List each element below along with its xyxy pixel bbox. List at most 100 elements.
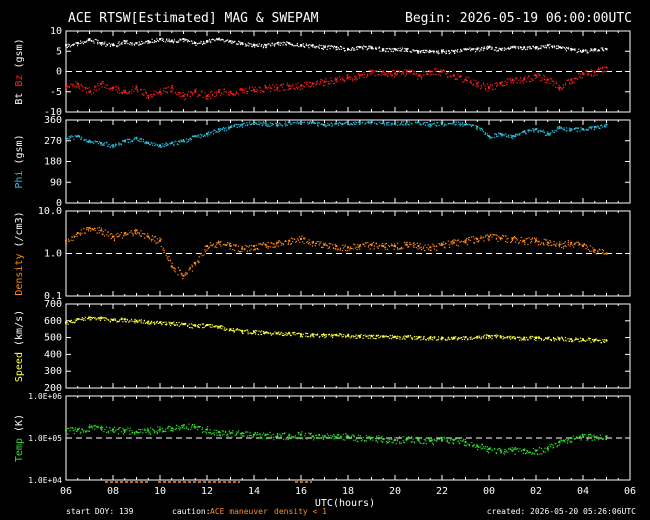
data-point-speed [347,334,349,337]
data-scatter-density [278,239,280,242]
data-scatter-speed [488,337,490,339]
data-scatter-speed [201,323,203,325]
data-scatter-density [378,244,381,246]
data-scatter-speed [552,336,555,339]
data-scatter-bt [424,49,427,51]
data-scatter-density [538,240,540,243]
data-scatter-density [301,235,303,237]
data-scatter-phi [405,123,407,125]
data-scatter-temp [162,431,164,433]
data-scatter-bz [67,85,69,88]
data-scatter-bt [228,41,230,43]
data-scatter-bz [477,86,479,88]
data-scatter-temp [586,438,589,440]
data-scatter-temp [312,439,315,441]
data-scatter-bt [539,47,541,50]
data-scatter-temp [287,436,289,438]
data-scatter-bt [261,44,263,46]
data-scatter-bt [65,44,67,46]
data-scatter-speed [203,326,205,329]
data-point-bt [441,50,443,53]
data-scatter-phi [220,128,222,130]
data-scatter-temp [396,440,398,442]
data-scatter-bz [394,76,396,78]
data-scatter-bz [431,70,434,72]
data-scatter-temp [82,431,85,433]
data-scatter-temp [519,448,521,450]
data-scatter-speed [500,337,502,339]
data-scatter-phi [127,141,129,143]
data-scatter-temp [574,438,576,440]
data-scatter-bt [203,42,205,44]
data-scatter-density [432,245,434,247]
data-scatter-speed [70,321,72,323]
data-scatter-density [346,250,348,252]
data-scatter-temp [562,440,564,442]
data-scatter-temp [275,436,277,438]
data-scatter-density [84,232,86,234]
data-scatter-temp [489,447,492,449]
data-scatter-phi [250,123,253,126]
data-scatter-phi [322,124,325,127]
data-scatter-temp [456,438,458,440]
data-scatter-temp [443,436,445,438]
data-scatter-density [125,231,127,234]
data-scatter-bz [90,93,93,95]
data-scatter-density [267,241,269,244]
data-scatter-bt [520,46,523,49]
data-scatter-density [440,244,442,247]
data-scatter-density [404,244,406,246]
data-scatter-phi [66,137,69,140]
data-scatter-speed [331,333,333,336]
data-scatter-phi [510,136,512,139]
data-scatter-bz [163,87,165,89]
data-scatter-bt [494,49,496,51]
data-scatter-bz [484,88,486,90]
data-scatter-bz [82,89,84,92]
footer-caution: caution: [172,507,211,516]
data-scatter-speed [447,339,449,341]
y-axis-label-density: Density (/cm3) [14,211,25,295]
data-scatter-density [391,244,394,247]
data-scatter-bz [564,84,567,86]
data-point-phi [276,123,279,126]
data-scatter-temp [395,442,397,445]
data-point-speed [476,335,479,338]
data-scatter-phi [437,122,439,124]
data-scatter-temp [345,435,347,437]
data-scatter-bt [168,40,170,42]
data-scatter-phi [371,121,373,123]
data-scatter-speed [447,336,450,338]
data-scatter-phi [93,142,95,144]
data-scatter-temp [273,439,275,441]
data-scatter-bt [145,40,148,43]
data-point-temp [546,447,549,450]
data-scatter-speed [460,336,462,339]
data-scatter-temp [359,435,361,437]
data-scatter-bz [186,95,189,97]
data-scatter-density [394,246,397,248]
data-scatter-phi [223,130,226,132]
data-scatter-speed [540,338,543,340]
data-scatter-phi [517,134,519,136]
data-point-bt [170,40,173,43]
data-scatter-phi [516,133,518,135]
data-scatter-speed [382,336,384,338]
data-scatter-bz [485,89,487,91]
data-scatter-bt [219,39,221,41]
data-scatter-temp [173,428,175,430]
data-scatter-temp [385,440,388,443]
data-scatter-temp [503,453,506,455]
data-scatter-bz [171,91,173,93]
data-scatter-bt [274,43,276,46]
data-point-speed [194,324,197,327]
data-scatter-temp [269,431,271,434]
data-scatter-speed [450,336,453,339]
data-scatter-phi [391,122,393,124]
data-scatter-bz [605,70,608,72]
data-scatter-temp [590,434,592,436]
data-scatter-temp [546,446,549,448]
data-scatter-phi [146,141,148,143]
data-scatter-bt [467,48,470,50]
data-scatter-phi [513,135,515,137]
